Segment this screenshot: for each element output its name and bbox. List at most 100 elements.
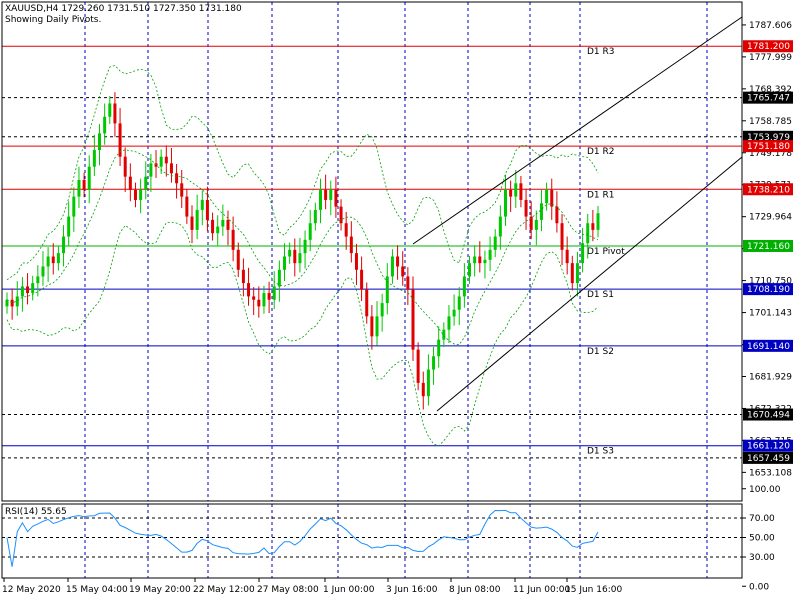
price-tick-label: 1710.750 (749, 277, 792, 287)
rsi-line (6, 509, 599, 567)
candle-body (575, 263, 579, 284)
candle-body (87, 166, 91, 190)
candle-body (560, 223, 564, 250)
candle-body (539, 203, 543, 220)
x-tick-label: 22 May 12:00 (193, 585, 255, 595)
candle-body (318, 189, 322, 210)
rsi-frame (1, 503, 743, 579)
candle-body (36, 276, 40, 284)
candle-body (519, 183, 523, 200)
candle-body (452, 309, 456, 317)
candle-body (175, 173, 179, 184)
level-price-tag (743, 130, 793, 143)
candle-body (200, 199, 204, 210)
candle-body (272, 286, 276, 300)
candle-body (483, 259, 487, 264)
candle-body (133, 189, 137, 200)
candle-body (365, 289, 369, 317)
candle-body (514, 183, 518, 197)
candle-body (324, 189, 328, 200)
candle-body (82, 179, 86, 190)
x-tick-label: 1 Jun 00:00 (323, 585, 375, 595)
candle-body (56, 253, 60, 264)
candle-body (113, 103, 117, 124)
rsi-pane (2, 504, 742, 578)
candle-body (421, 382, 425, 397)
candle-body (586, 223, 590, 244)
candle-body (20, 286, 24, 297)
candle-body (283, 256, 287, 270)
rsi-tick-label: 50.00 (749, 534, 775, 544)
x-tick-label: 3 Jun 16:00 (386, 585, 438, 595)
x-tick-label: 27 May 08:00 (257, 585, 319, 595)
rsi-tick-label: 0.00 (749, 582, 769, 592)
candle-body (473, 256, 477, 264)
candle-body (164, 156, 168, 164)
pivot-price-tag (743, 439, 793, 452)
candle-body (236, 249, 240, 270)
candle-body (462, 276, 466, 297)
pivot-price-tag (743, 183, 793, 196)
candle-body (596, 213, 600, 230)
candle-body (288, 249, 292, 257)
candle-body (432, 356, 436, 370)
price-tick-label: 1758.785 (749, 117, 792, 127)
candle-body (344, 223, 348, 237)
candle-body (211, 219, 215, 234)
pivot-price-label: 1781.200 (747, 42, 790, 52)
candle-body (478, 256, 482, 264)
candle-body (503, 189, 507, 217)
candle-body (570, 263, 574, 284)
candle-body (169, 163, 173, 174)
level-price-label: 1753.979 (747, 133, 790, 143)
price-tick-label: 1749.178 (749, 149, 792, 159)
symbol-info: XAUUSD,H4 1729.260 1731.510 1727.350 173… (5, 4, 242, 14)
candle-body (15, 296, 19, 307)
level-price-label: 1657.459 (747, 454, 790, 464)
x-tick-label: 15 May 04:00 (66, 585, 128, 595)
level-price-tag (743, 408, 793, 421)
candle-body (303, 239, 307, 254)
x-tick-label: 8 Jun 08:00 (449, 585, 501, 595)
pivot-price-label: 1738.210 (747, 185, 790, 195)
rsi-tick-label: 30.00 (749, 553, 775, 563)
candle-body (370, 316, 374, 337)
pivots-caption: Showing Daily Pivots. (5, 15, 102, 25)
price-tick-label: 1681.929 (749, 372, 792, 382)
candle-body (190, 216, 194, 230)
candle-body (41, 266, 45, 277)
pivot-name: D1 S1 (587, 290, 614, 300)
candle-body (298, 253, 302, 264)
x-tick-label: 11 Jun 00:00 (513, 585, 570, 595)
price-tick-label: 1653.108 (749, 468, 792, 478)
band-line (6, 149, 599, 346)
candle-body (360, 269, 364, 290)
candle-body (426, 369, 430, 397)
candle-body (375, 316, 379, 337)
channel-lower-line (436, 156, 743, 412)
x-tick-label: 19 May 20:00 (129, 585, 191, 595)
candle-body (447, 316, 451, 330)
candle-body (26, 286, 30, 294)
candle-body (159, 156, 163, 167)
pivot-price-label: 1708.190 (747, 285, 790, 295)
candle-body (509, 189, 513, 197)
candle-body (144, 176, 148, 190)
candle-body (437, 339, 441, 357)
candle-body (72, 196, 76, 217)
candle-body (267, 293, 271, 300)
candle-body (545, 189, 549, 204)
candle-body (103, 116, 107, 134)
candle-body (385, 276, 389, 304)
candle-body (128, 176, 132, 190)
pivot-price-tag (743, 140, 793, 153)
candle-body (77, 179, 81, 197)
candle-body (123, 156, 127, 177)
x-tick-label: 12 May 2020 (2, 585, 61, 595)
pivot-name: D1 S3 (587, 447, 614, 457)
rsi-label: RSI(14) 55.65 (5, 507, 67, 517)
candle-body (185, 196, 189, 217)
candle-body (411, 289, 415, 350)
